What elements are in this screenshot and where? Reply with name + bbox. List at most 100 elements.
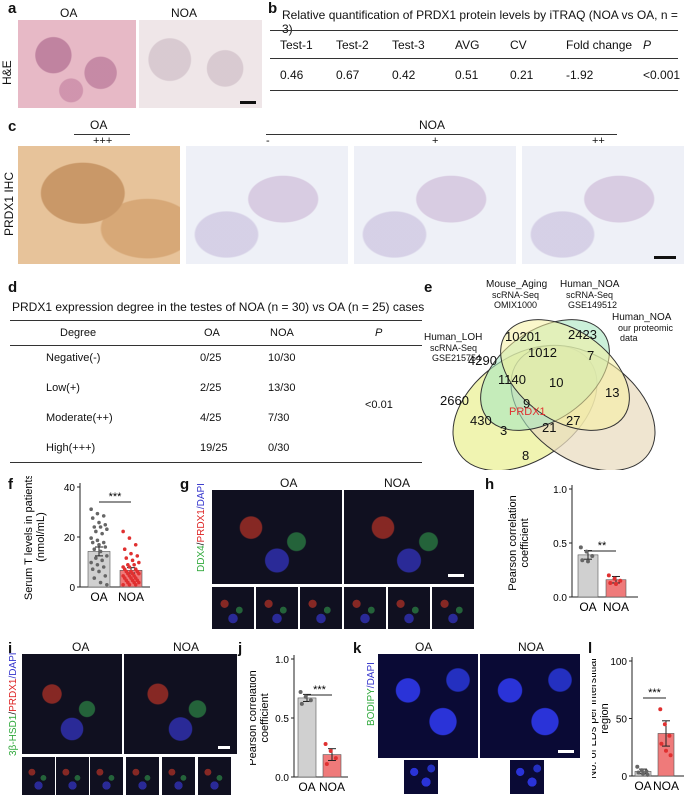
d-bottom-rule	[10, 462, 422, 463]
data-point	[133, 542, 138, 547]
venn-count: 21	[542, 420, 557, 435]
y-tick-label: 40	[64, 483, 76, 494]
d-row-degree: Low(+)	[46, 382, 80, 394]
i-oa-label: OA	[72, 640, 90, 654]
d-header-cell: NOA	[270, 327, 294, 339]
data-point	[580, 558, 585, 563]
y-tick-label: 0.5	[275, 714, 289, 725]
data-point	[606, 573, 611, 578]
data-point	[121, 529, 125, 534]
chart-j: Pearson correlationcoefficient 0.0 0.5 1.0 O…	[250, 655, 348, 794]
b-value-cell: 0.21	[510, 68, 534, 82]
b-header-cell: Fold change	[566, 38, 633, 52]
panel-label-g: g	[180, 476, 190, 493]
data-point	[94, 529, 98, 534]
y-tick-label: 0	[69, 583, 75, 594]
c-ylabel: PRDX1 IHC	[2, 171, 16, 236]
data-point	[101, 565, 106, 569]
b-mid-rule	[270, 58, 678, 59]
data-point	[303, 694, 308, 699]
chart-ylabel: Pearson correlationcoefficient	[507, 495, 531, 590]
data-point	[105, 527, 109, 532]
panel-label-j: j	[238, 640, 243, 657]
data-point	[130, 558, 135, 563]
k-ylabel-dapi: /DAPI	[366, 662, 377, 689]
if-image-i-oa	[22, 654, 122, 754]
panel-label-a: a	[8, 0, 17, 17]
bar	[297, 697, 317, 778]
data-point	[97, 542, 101, 547]
data-point	[103, 574, 108, 578]
scale-bar	[240, 101, 256, 104]
venn-set-name: Mouse_Aging	[486, 279, 548, 290]
data-point	[132, 562, 136, 567]
if-zoom-i	[90, 757, 123, 795]
data-point	[92, 525, 97, 529]
chart-l: No. of LDs per interstitialregion 0 50 100 O…	[592, 657, 684, 793]
c-noa-rule	[266, 134, 617, 135]
panel-label-b: b	[268, 0, 278, 17]
data-point	[127, 582, 132, 587]
data-point	[659, 741, 664, 746]
y-tick-label: 100	[610, 657, 627, 668]
data-point	[298, 690, 303, 695]
data-point	[103, 522, 108, 527]
if-image-i-noa	[124, 654, 237, 754]
d-top-rule	[10, 320, 422, 321]
ihc-image-noa-negative	[186, 146, 348, 264]
data-point	[586, 559, 590, 564]
b-header-cell: Test-1	[280, 38, 313, 52]
chart-ylabel-line: coefficient	[259, 693, 271, 742]
c-oa-rule	[74, 134, 130, 135]
data-point	[98, 549, 103, 554]
ihc-image-noa-moderate	[522, 146, 684, 264]
y-tick-label: 50	[616, 715, 628, 726]
data-point	[101, 540, 106, 545]
if-zoom-g	[212, 587, 254, 629]
venn-set-human-noa	[500, 319, 630, 431]
b-value-cell: 0.67	[336, 68, 360, 82]
b-bottom-rule	[270, 90, 678, 91]
chart-ylabel-line: Pearson correlation	[507, 495, 519, 590]
b-value-cell: 0.51	[455, 68, 479, 82]
data-point	[133, 582, 138, 587]
data-point	[333, 756, 338, 761]
data-point	[299, 701, 304, 706]
panel-label-i: i	[8, 640, 13, 657]
he-image-oa	[18, 20, 136, 108]
data-point	[105, 554, 109, 558]
venn-count: 430	[470, 413, 492, 428]
c-noa-label: NOA	[419, 118, 446, 132]
c-grade-neg: -	[266, 135, 270, 147]
venn-count: 7	[587, 348, 595, 363]
data-point	[618, 578, 623, 583]
data-point	[129, 551, 133, 556]
panel-label-f: f	[8, 476, 13, 493]
venn-highlight: PRDX1	[509, 406, 546, 418]
ihc-image-noa-low	[354, 146, 516, 264]
sig-stars: ***	[313, 684, 327, 696]
if-zoom-g	[432, 587, 474, 629]
i-noa-label: NOA	[173, 640, 200, 654]
d-row-degree: Moderate(++)	[46, 412, 113, 424]
data-point	[590, 553, 595, 558]
he-image-noa	[139, 20, 262, 108]
i-ylabel-prdx1: PRDX1	[8, 678, 19, 712]
if-image-k-noa	[480, 654, 580, 758]
if-zoom-i	[56, 757, 89, 795]
chart-ylabel-line: (nmol/mL)	[35, 512, 47, 562]
chart-h: Pearson correlationcoefficient 0.0 0.5 1.0 O…	[507, 485, 638, 614]
data-point	[636, 770, 641, 775]
data-point	[90, 567, 95, 572]
y-tick-label: 0.0	[553, 593, 567, 604]
y-tick-label: 1.0	[275, 655, 289, 666]
b-header-cell: Test-2	[336, 38, 369, 52]
data-point	[94, 556, 98, 560]
data-point	[127, 536, 132, 540]
if-zoom-k-noa	[510, 760, 544, 794]
venn-count: 10201	[505, 329, 542, 344]
i-ylabel: 3β-HSD1/PRDX1/DAPI	[8, 652, 19, 756]
scale-bar	[448, 574, 464, 577]
d-row-degree: Negative(-)	[46, 352, 101, 364]
data-point	[97, 569, 101, 574]
